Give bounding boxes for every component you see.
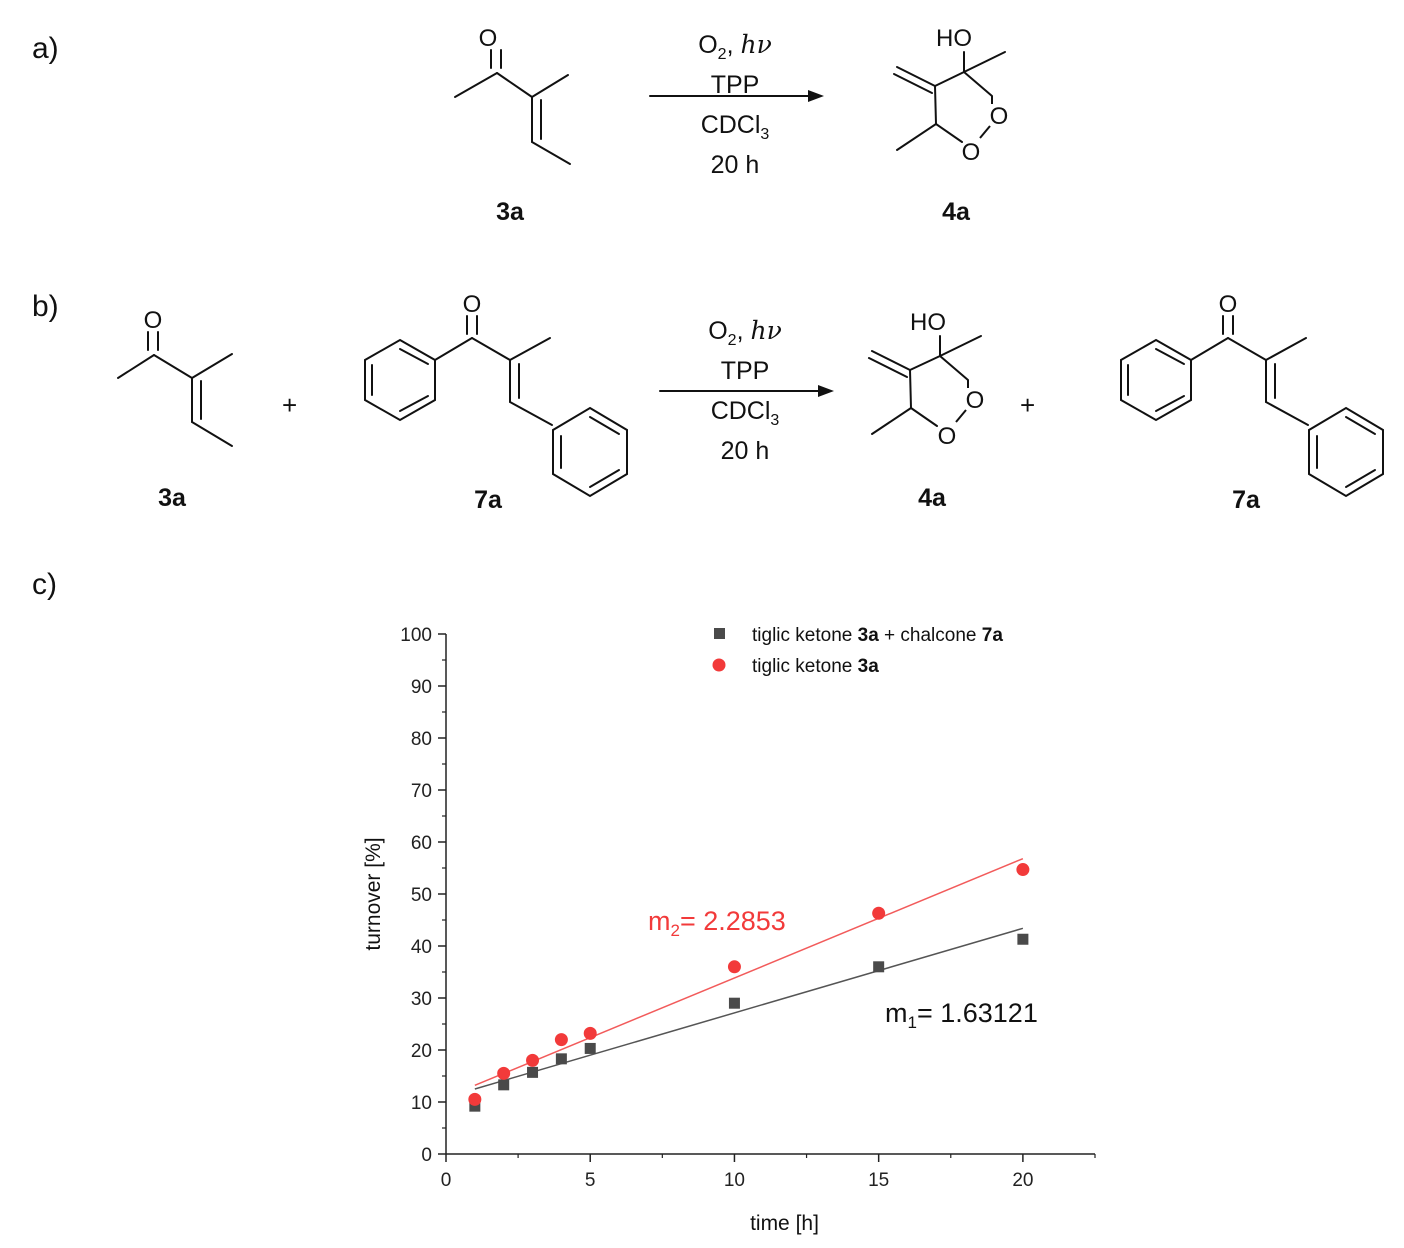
reaction-scheme-structures: O HO O O O O HO O O O [117, 25, 1384, 498]
y-tick-label: 20 [411, 1041, 432, 1062]
legend-label-series-2: tiglic ketone 3a [752, 656, 879, 677]
atom-o-7a-start: O [463, 291, 482, 318]
data-point-series-1 [728, 997, 740, 1009]
time-a: 20 h [710, 151, 760, 179]
compound-label-3a-a: 3a [496, 198, 524, 226]
chart-labels: time [h] turnover [%] m1= 1.63121 m2= 2.285… [362, 625, 1038, 1235]
y-tick-label: 80 [411, 729, 432, 750]
legend-label-series-1: tiglic ketone 3a + chalcone 7a [752, 625, 1003, 646]
data-point-series-1 [873, 961, 885, 973]
legend-marker-series-2 [712, 658, 726, 672]
y-tick-label: 10 [411, 1093, 432, 1114]
fit-line-series-2 [474, 857, 1024, 1087]
y-tick-label: 60 [411, 833, 432, 854]
data-point-series-1 [555, 1053, 567, 1065]
atom-o-7a-product: O [1219, 291, 1238, 318]
solvent-line-b: CDCl3 [710, 397, 780, 429]
data-point-series-2 [872, 906, 886, 920]
panel-label-b: b) [32, 290, 59, 323]
structure-3a-b [117, 331, 233, 447]
chart-axes: 0 10 20 30 40 50 60 70 80 90 100 0 5 10 15 20 [400, 625, 1096, 1191]
arrowhead-b [818, 385, 834, 397]
x-tick-label: 15 [868, 1170, 889, 1191]
x-axis-label: time [h] [750, 1212, 819, 1235]
reagent-line-a: O2, hν [698, 30, 772, 63]
reagent-line-b: O2, hν [708, 316, 782, 349]
atom-o1-4a-a: O [990, 103, 1009, 130]
plus-sign-1: + [282, 390, 298, 420]
y-tick-label: 40 [411, 937, 432, 958]
structure-3a-a [454, 49, 571, 165]
x-tick-label: 20 [1012, 1170, 1033, 1191]
data-point-series-2 [468, 1092, 482, 1106]
compound-label-7a-start: 7a [474, 486, 502, 514]
atom-o2-4a-a: O [962, 139, 981, 166]
conditions-a: O2, hν TPP CDCl3 20 h [660, 30, 810, 180]
data-point-series-1 [1017, 933, 1029, 945]
structure-4a-b [868, 335, 982, 435]
structure-4a-a [893, 51, 1006, 151]
data-point-series-1 [498, 1079, 510, 1091]
data-point-series-2 [727, 960, 741, 974]
atom-o2-4a-b: O [938, 423, 957, 450]
y-tick-label: 100 [400, 625, 432, 646]
y-axis-label: turnover [%] [362, 837, 385, 950]
data-point-series-2 [497, 1066, 511, 1080]
conditions-b: O2, hν TPP CDCl3 20 h [670, 316, 820, 466]
arrowhead-a [808, 90, 824, 102]
y-tick-label: 90 [411, 677, 432, 698]
data-point-series-1 [584, 1042, 596, 1054]
atom-o-3a-a: O [479, 25, 498, 52]
chart-legend: tiglic ketone 3a + chalcone 7a tiglic ket… [712, 625, 1003, 677]
legend-marker-series-1 [714, 628, 725, 639]
atom-o-3a-b: O [144, 307, 163, 334]
x-tick-label: 0 [441, 1170, 452, 1191]
slope-label-m2: m2= 2.2853 [648, 906, 786, 940]
data-point-series-2 [526, 1053, 540, 1067]
panel-label-c: c) [32, 568, 57, 601]
y-tick-label: 50 [411, 885, 432, 906]
solvent-line-a: CDCl3 [700, 111, 770, 143]
panel-label-a: a) [32, 32, 59, 65]
y-tick-label: 70 [411, 781, 432, 802]
compound-label-3a-b: 3a [158, 484, 186, 512]
catalyst-b: TPP [720, 357, 770, 385]
y-tick-label: 30 [411, 989, 432, 1010]
catalyst-a: TPP [710, 71, 760, 99]
compound-label-4a-b: 4a [918, 484, 946, 512]
x-tick-label: 5 [585, 1170, 596, 1191]
data-point-series-1 [469, 1100, 481, 1112]
compound-label-7a-product: 7a [1232, 486, 1260, 514]
x-tick-label: 10 [724, 1170, 745, 1191]
structure-7a-start [364, 315, 628, 498]
y-tick-label: 0 [421, 1145, 432, 1166]
data-point-series-1 [527, 1066, 539, 1078]
time-b: 20 h [720, 437, 770, 465]
slope-label-m1: m1= 1.63121 [885, 998, 1038, 1032]
compound-label-4a-a: 4a [942, 198, 970, 226]
atom-ho-4a-a: HO [936, 25, 972, 52]
structure-7a-product [1120, 315, 1384, 498]
data-point-series-2 [1016, 863, 1030, 877]
data-points [468, 863, 1030, 1112]
data-point-series-2 [554, 1033, 568, 1047]
data-point-series-2 [583, 1026, 597, 1040]
atom-o1-4a-b: O [966, 387, 985, 414]
plus-sign-2: + [1020, 390, 1036, 420]
atom-ho-4a-b: HO [910, 309, 946, 336]
